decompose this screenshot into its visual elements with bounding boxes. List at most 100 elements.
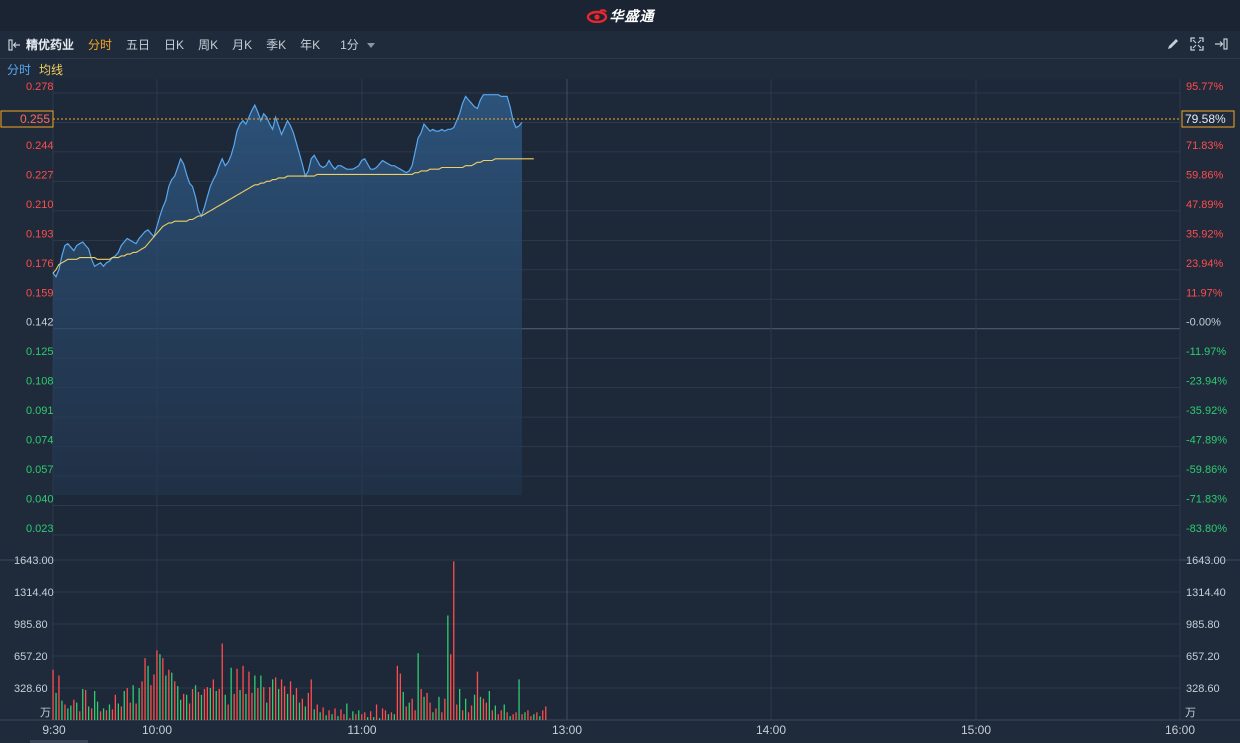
price-tick-label: 0.142 [26,317,54,329]
volume-bar [266,702,268,720]
volume-bar [200,694,203,720]
volume-bar [367,717,369,720]
volume-bar [251,692,253,720]
volume-bar [144,658,146,720]
volume-bar [512,714,514,720]
legend-avg-line: 均线 [39,62,64,77]
volume-bar [117,703,119,720]
time-axis-label: 11:00 [347,723,376,737]
volume-bar [545,706,547,720]
volume-bar [212,679,214,720]
volume-bar [491,710,493,720]
time-scrollbar[interactable] [30,740,88,743]
time-axis-label: 16:00 [1165,723,1195,737]
volume-bar [126,688,128,720]
current-price-label: 0.255 [20,112,50,126]
volume-bar [283,686,286,720]
percent-tick-label: 47.89% [1186,199,1224,211]
period-dropdown[interactable]: 1分 [340,36,375,53]
time-axis-label: 14:00 [756,723,786,737]
percent-tick-label: -11.97% [1186,346,1226,358]
percent-tick-label: -23.94% [1186,376,1227,388]
percent-tick-label: 35.92% [1186,228,1224,240]
volume-tick-label-right: 328.60 [1186,683,1220,695]
volume-bar [295,688,298,720]
volume-bar [171,672,173,720]
chart-toolbar: 精优药业 分时 五日 日K 周K 月K 季K 年K 1分 [0,31,1240,59]
volume-bar [533,714,535,720]
volume-bar [456,704,458,720]
volume-bar [221,643,223,720]
current-pct-label: 79.58% [1185,112,1226,126]
price-tick-label: 0.227 [26,169,54,181]
percent-tick-label: 59.86% [1186,169,1224,181]
fullscreen-icon[interactable] [1190,37,1204,51]
price-tick-label: 0.125 [26,346,54,358]
time-axis-label: 15:00 [961,723,991,737]
timeshare-chart[interactable]: 0.2780.2610.2440.2270.2100.1930.1760.159… [0,79,1240,743]
volume-bar [447,615,449,720]
price-tick-label: 0.040 [26,494,54,506]
volume-bar [132,685,134,720]
volume-bar [473,694,476,720]
volume-bar [408,702,410,720]
tab-quarterly-k[interactable]: 季K [266,38,287,52]
percent-tick-label: 71.83% [1186,140,1224,152]
volume-bar [298,702,301,720]
volume-bar [521,714,523,720]
volume-bar [450,654,452,720]
volume-bar [423,696,425,720]
percent-tick-label: 95.77% [1186,81,1224,93]
volume-bar [73,699,75,720]
volume-bar [346,703,348,720]
tab-timeshare[interactable]: 分时 [88,38,113,52]
price-line [52,94,523,278]
volume-bar [174,681,176,720]
volume-bar [257,688,259,720]
volume-bar [462,710,464,720]
volume-bar [444,698,446,720]
volume-bar [506,712,508,720]
tab-monthly-k[interactable]: 月K [232,38,253,52]
volume-bar [138,688,140,720]
volume-bar [405,706,407,720]
volume-bar [304,706,306,720]
volume-bar [325,715,327,720]
pencil-icon[interactable] [1166,37,1180,51]
tab-yearly-k[interactable]: 年K [300,38,321,52]
volume-bar [479,696,482,720]
volume-bar [503,704,505,720]
volume-bar [470,705,473,720]
volume-unit-label-right: 万 [1185,707,1196,719]
volume-bar [286,693,289,720]
indicator-legend: 分时 均线 [0,59,1240,79]
price-tick-label: 0.210 [26,199,54,211]
tab-weekly-k[interactable]: 周K [198,38,219,52]
volume-bar [459,689,461,720]
collapse-panel-icon[interactable] [8,38,22,52]
price-area [53,94,522,495]
volume-bar [233,693,235,720]
volume-tick-label-right: 657.20 [1186,651,1220,663]
volume-bar [301,698,303,720]
volume-bar [399,673,401,720]
volume-bar [289,681,292,720]
volume-tick-label-right: 1643.00 [1186,555,1226,567]
volume-bar [141,681,143,720]
volume-bar [494,705,496,720]
tab-five-day[interactable]: 五日 [126,38,151,52]
legend-price-line: 分时 [7,62,32,77]
volume-bar [426,692,428,720]
time-axis-label: 9:30 [42,723,66,737]
volume-bar [343,714,345,720]
expand-panel-icon[interactable] [1214,37,1228,51]
tab-daily-k[interactable]: 日K [164,38,185,52]
volume-bar [488,691,490,720]
volume-bar [381,708,384,720]
volume-bar [527,710,529,720]
volume-bar [168,669,170,720]
volume-bar [539,716,541,720]
percent-tick-label: -71.83% [1186,494,1227,506]
volume-bar [361,714,363,720]
volume-bar [82,689,84,720]
